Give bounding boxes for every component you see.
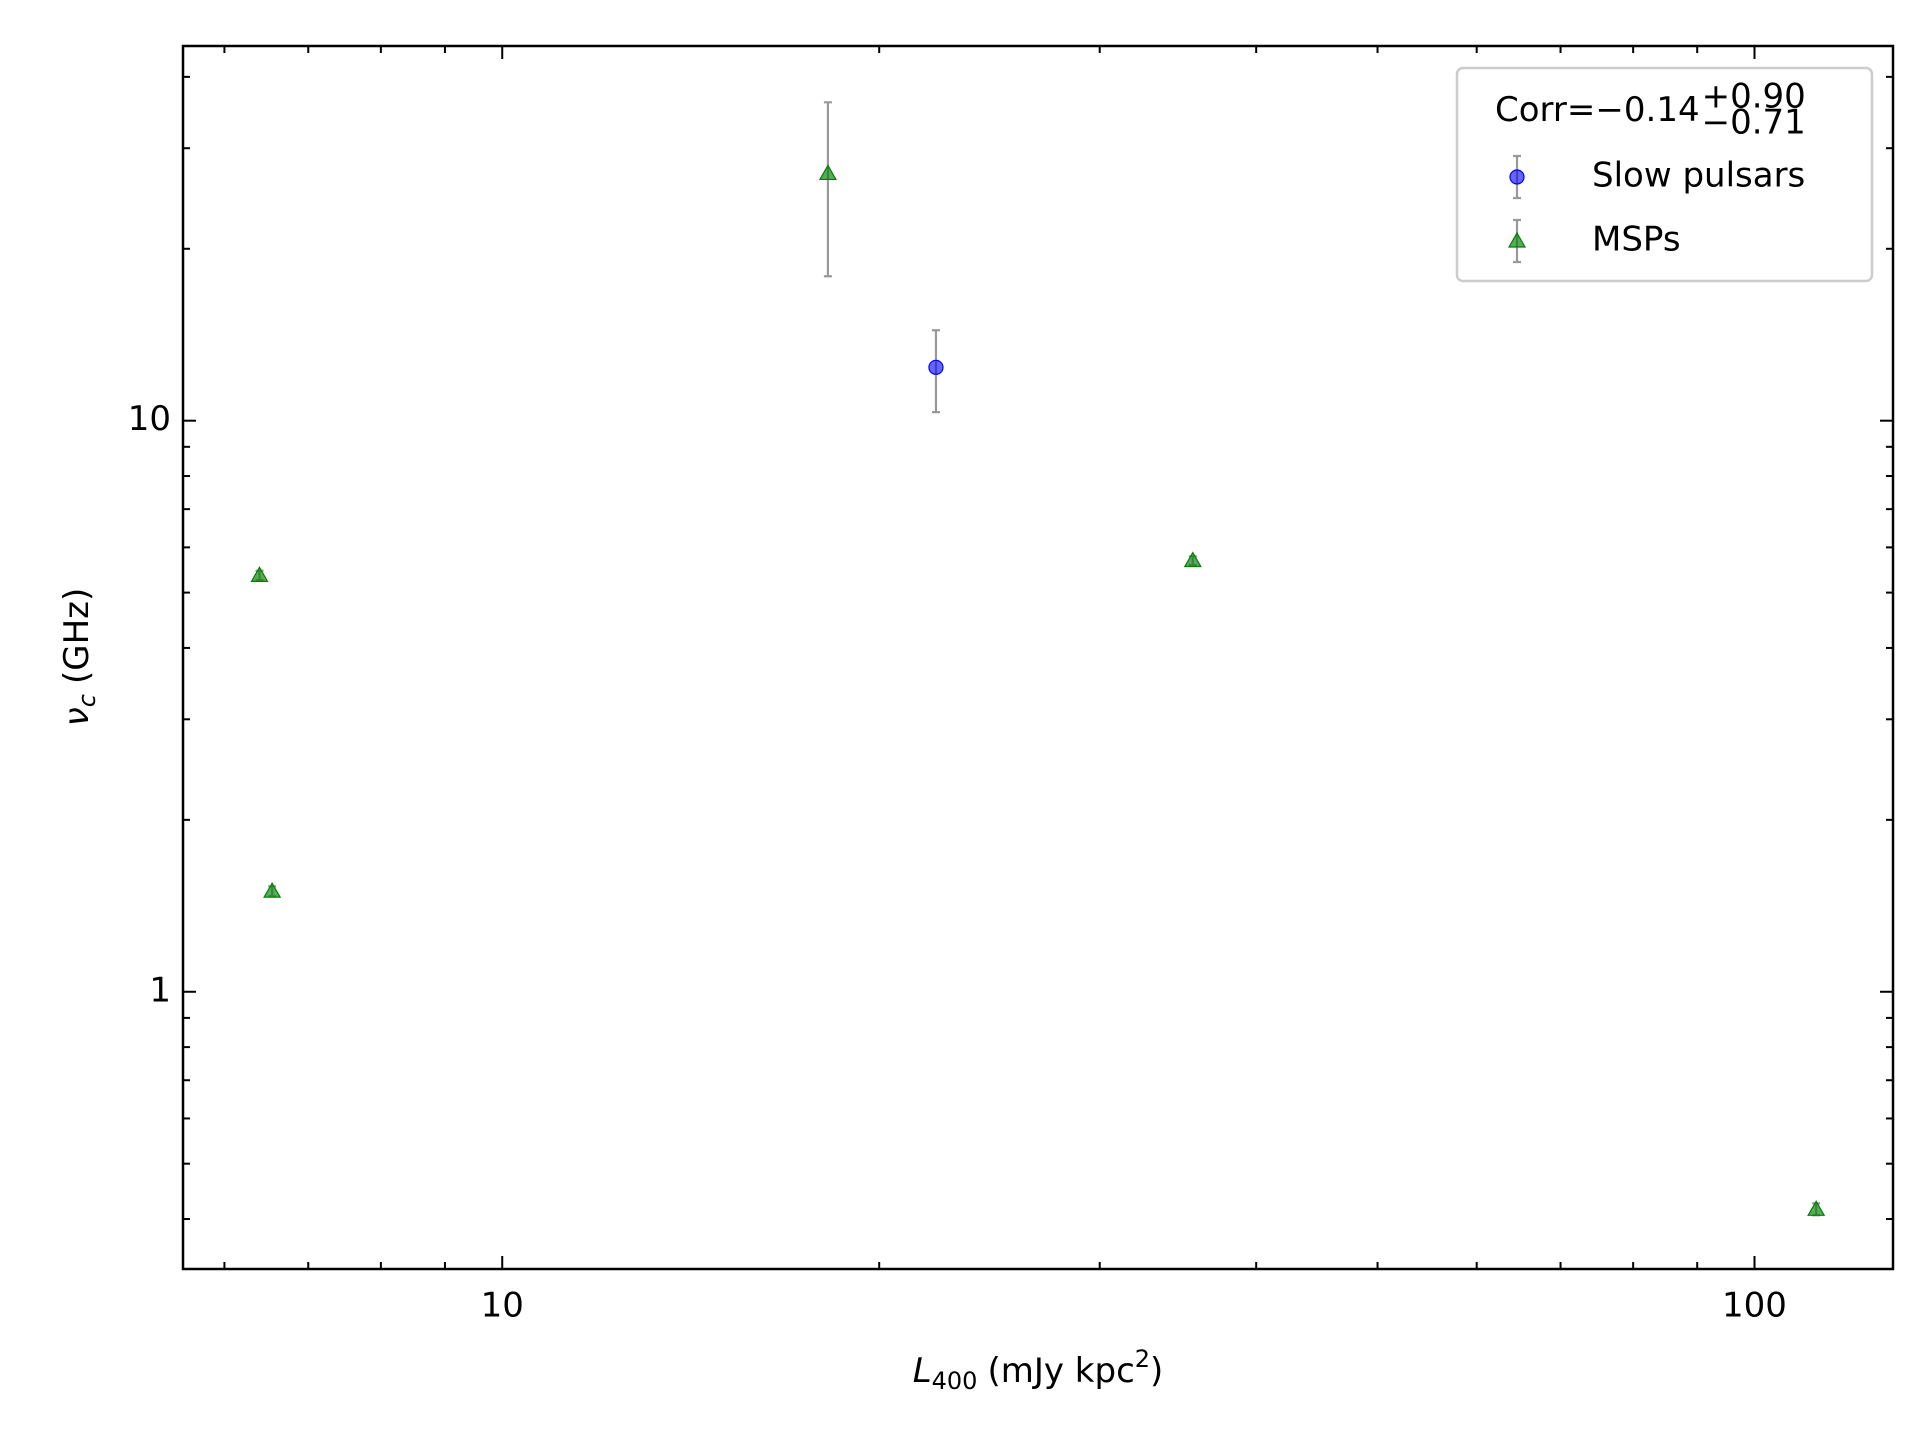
marker-triangle xyxy=(1507,231,1527,248)
legend-label: Slow pulsars xyxy=(1592,156,1805,196)
legend-label: MSPs xyxy=(1592,220,1681,260)
marker-triangle xyxy=(818,164,837,181)
x-label-close: ) xyxy=(1150,1351,1163,1391)
y-label-symbol: ν xyxy=(57,707,97,726)
marker-triangle xyxy=(263,881,282,898)
error-bar xyxy=(823,101,832,278)
x-tick-label: 10 xyxy=(481,1286,524,1326)
legend-title-text: Corr=−0.14 xyxy=(1495,90,1700,130)
x-tick-label: 100 xyxy=(1722,1286,1787,1326)
marker-triangle xyxy=(250,566,269,582)
legend-title-upper: +0.90 xyxy=(1702,77,1806,117)
marker-triangle xyxy=(1807,1200,1826,1216)
marker-circle xyxy=(1509,169,1525,185)
x-label-unit: (mJy kpc xyxy=(987,1351,1134,1391)
x-label-superscript: 2 xyxy=(1135,1345,1150,1373)
y-tick-label: 10 xyxy=(128,399,171,439)
legend-title: Corr=−0.14 xyxy=(1495,90,1700,130)
x-axis-label: L400 (mJy kpc2) xyxy=(913,1345,1164,1395)
y-axis-label: νc (GHz) xyxy=(57,588,102,727)
marker-circle xyxy=(928,359,944,375)
y-tick-label: 1 xyxy=(149,970,171,1010)
legend-title-lower: −0.71 xyxy=(1702,103,1806,143)
marker-triangle xyxy=(1183,551,1202,568)
y-label-subscript: c xyxy=(73,694,101,707)
x-label-subscript: 400 xyxy=(932,1367,978,1395)
x-label-symbol: L xyxy=(913,1351,932,1391)
legend-box xyxy=(1455,66,1874,283)
plot-frame xyxy=(181,44,1895,1271)
y-label-unit: (GHz) xyxy=(57,588,97,684)
